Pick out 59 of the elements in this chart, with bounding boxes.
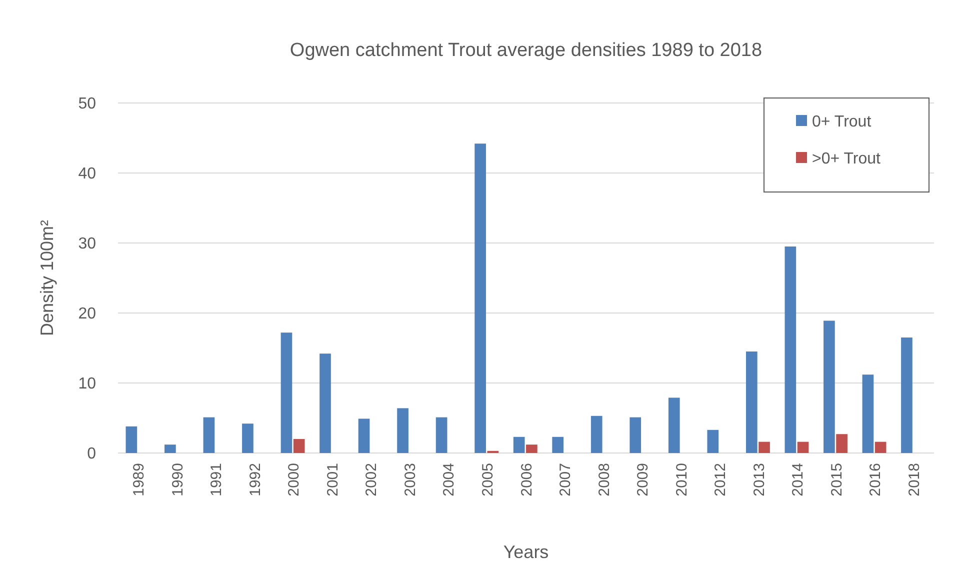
bar	[862, 374, 874, 453]
x-tick-label: 2012	[712, 463, 730, 496]
y-tick-label: 0	[87, 446, 96, 463]
x-tick-label: 2004	[440, 463, 458, 496]
x-tick-label: 2000	[286, 463, 303, 496]
bar	[746, 352, 758, 453]
bar	[824, 320, 835, 453]
bar	[590, 416, 602, 453]
bar	[707, 430, 719, 453]
bar	[513, 436, 525, 453]
y-tick-label: 40	[78, 166, 96, 183]
x-axis-title: Years	[503, 542, 549, 562]
bar	[126, 426, 138, 453]
bar	[526, 444, 538, 453]
bar	[436, 417, 448, 453]
x-tick-label: 2002	[363, 463, 380, 496]
bar	[552, 436, 564, 453]
x-tick-label: 2007	[557, 463, 574, 496]
bar	[758, 442, 770, 453]
x-tick-label: 2009	[634, 463, 652, 496]
x-tick-label: 1991	[208, 463, 226, 496]
bar	[358, 418, 370, 453]
x-tick-label: 2008	[596, 463, 613, 496]
x-tick-label: 2013	[750, 463, 768, 496]
x-tick-label: 1992	[246, 463, 264, 496]
y-tick-label: 10	[78, 376, 96, 393]
legend-label: 0+ Trout	[812, 114, 872, 131]
x-tick-label: 2001	[324, 463, 342, 496]
bar	[242, 424, 254, 453]
x-tick-label: 2016	[867, 463, 884, 496]
bar	[280, 332, 292, 453]
y-axis-title: Density 100m²	[37, 220, 57, 336]
x-tick-label: 2005	[479, 463, 496, 496]
bar	[474, 144, 486, 453]
chart-title: Ogwen catchment Trout average densities 1989 to 2018	[290, 40, 762, 61]
bar	[164, 444, 176, 453]
legend-label: >0+ Trout	[812, 150, 882, 168]
bar	[630, 417, 642, 453]
bar	[797, 442, 809, 453]
x-tick-label: 2018	[906, 463, 923, 496]
x-tick-label: 2006	[518, 463, 536, 496]
bar	[320, 354, 331, 453]
x-tick-label: 1989	[130, 463, 148, 496]
bar	[668, 398, 680, 453]
y-tick-label: 50	[78, 96, 96, 113]
bar	[874, 442, 886, 453]
x-tick-label: 2003	[402, 463, 419, 496]
x-tick-label: 1990	[169, 463, 186, 496]
bar	[203, 417, 215, 453]
x-tick-label: 2010	[673, 463, 690, 496]
bar	[901, 338, 912, 453]
x-tick-label: 2015	[828, 463, 846, 496]
bar	[397, 408, 408, 453]
x-tick-label: 2014	[790, 463, 807, 496]
bar	[784, 246, 796, 453]
y-tick-label: 20	[78, 306, 96, 323]
bar	[836, 434, 848, 453]
bar	[293, 439, 305, 453]
y-tick-label: 30	[78, 236, 96, 253]
